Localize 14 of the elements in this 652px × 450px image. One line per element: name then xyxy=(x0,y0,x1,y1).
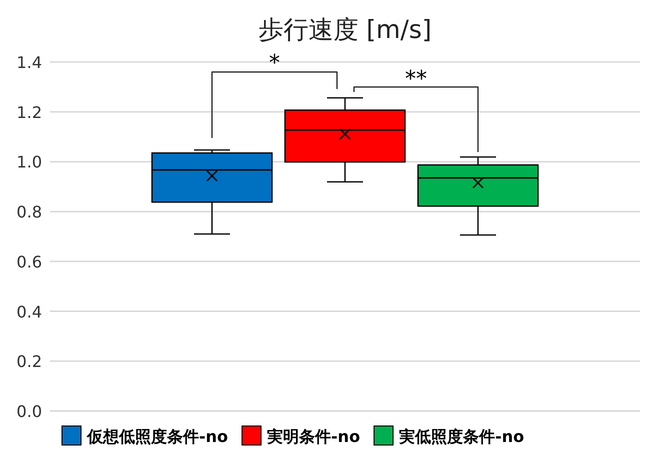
legend-label: 仮想低照度条件-no xyxy=(86,427,228,446)
y-tick-label: 1.0 xyxy=(16,152,42,172)
y-tick-label: 1.4 xyxy=(16,53,42,72)
y-tick-label: 0.8 xyxy=(16,202,42,222)
y-tick-label: 1.2 xyxy=(16,102,42,122)
y-tick-label: 0.0 xyxy=(16,402,42,421)
chart-title: 歩行速度 [m/s] xyxy=(258,15,432,44)
legend-label: 実低照度条件-no xyxy=(398,427,524,446)
annotation: * xyxy=(269,51,280,76)
legend-label: 実明条件-no xyxy=(266,427,360,446)
y-tick-label: 0.6 xyxy=(16,252,42,272)
y-tick-label: 0.4 xyxy=(16,302,42,322)
y-tick-label: 0.2 xyxy=(16,352,42,372)
annotation: ** xyxy=(405,67,427,92)
